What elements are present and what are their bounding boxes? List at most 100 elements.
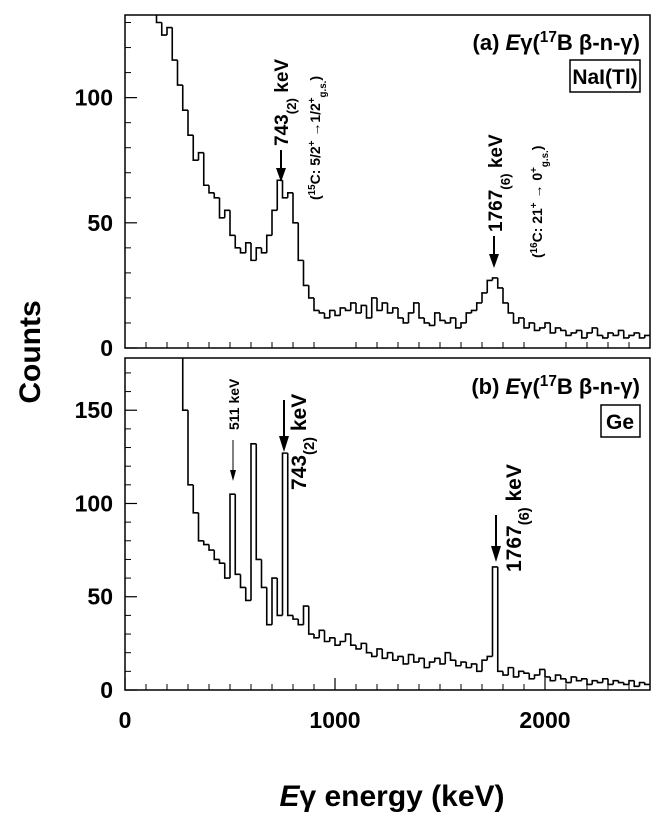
histogram-bin: [349, 302, 356, 311]
histogram-bin: [444, 320, 451, 324]
histogram-bin: [397, 655, 404, 661]
y-tick-label: 50: [87, 210, 113, 236]
histogram-bin: [617, 329, 624, 336]
histogram-bin: [486, 655, 493, 661]
histogram-bin: [418, 657, 425, 663]
peak-label-part: (2): [284, 98, 299, 114]
histogram-bin: [517, 670, 524, 677]
histogram-bin: [528, 673, 535, 680]
histogram-bin: [146, 0, 151, 2]
histogram-bin: [449, 317, 456, 323]
y-tick-label: 0: [100, 335, 113, 361]
histogram-bin: [491, 566, 498, 657]
title-part: E: [506, 374, 522, 399]
histogram-bin: [255, 443, 262, 561]
histogram-bin: [187, 110, 194, 136]
histogram-bin: [323, 630, 330, 643]
histogram-bin: [481, 292, 488, 303]
histogram-bin: [628, 679, 635, 685]
y-tick-label: 0: [100, 677, 113, 703]
transition-part: C: 21: [529, 208, 545, 242]
histogram-bin: [328, 309, 335, 318]
histogram: [146, 0, 650, 339]
histogram-bin: [192, 135, 199, 162]
histogram-bin: [407, 653, 414, 664]
title-part: E: [506, 30, 522, 55]
peak-label-part: keV: [503, 464, 526, 507]
histogram-bin: [323, 312, 330, 319]
histogram-bin: [570, 676, 577, 683]
histogram-bin: [412, 654, 419, 663]
histogram-bin: [155, 15, 162, 24]
arrow-head: [276, 168, 286, 182]
histogram-bin: [622, 682, 629, 686]
title-part: B β-n-γ): [557, 374, 640, 399]
title-part: B β-n-γ): [557, 30, 640, 55]
histogram-bin: [449, 652, 456, 661]
histogram-bin: [512, 312, 519, 324]
histogram-bin: [601, 678, 608, 683]
histogram-bin: [633, 332, 640, 336]
histogram-bin: [538, 668, 545, 676]
histogram-bin: [202, 152, 209, 187]
histogram-bin: [318, 629, 325, 638]
histogram-bin: [360, 304, 367, 313]
title-part: (a): [473, 30, 506, 55]
peak-label-part: 743: [272, 114, 293, 146]
histogram-bin: [181, 85, 188, 111]
histogram-bin: [260, 559, 267, 589]
histogram-bin: [475, 663, 482, 673]
histogram-bin: [528, 322, 535, 328]
arrow-head: [279, 436, 289, 452]
histogram-bin: [360, 642, 367, 649]
histogram-bin: [339, 640, 346, 646]
histogram-bin: [339, 307, 346, 316]
histogram-bin: [554, 327, 561, 333]
histogram-bin: [465, 312, 472, 323]
histogram-bin: [391, 307, 398, 313]
transition-part: g.s.: [540, 150, 551, 167]
histogram-bin: [523, 317, 530, 329]
transition-part: →1/2: [307, 103, 323, 141]
transition-part: (: [529, 253, 545, 258]
histogram-bin: [496, 277, 503, 289]
peak-label-part: (6): [498, 173, 513, 189]
histogram-bin: [633, 680, 640, 688]
histogram-bin: [197, 151, 204, 161]
histogram-bin: [234, 235, 241, 249]
plot-frame: [124, 14, 651, 349]
histogram-bin: [328, 636, 335, 642]
histogram-bin: [286, 453, 293, 617]
histogram-bin: [601, 335, 608, 339]
histogram-bin: [386, 302, 393, 314]
histogram-bin: [612, 679, 619, 685]
histogram-bin: [334, 637, 341, 647]
transition-part: 15: [307, 184, 318, 195]
histogram-bin: [281, 452, 288, 616]
histogram-bin: [187, 410, 194, 486]
histogram-bin: [643, 682, 650, 686]
histogram-bin: [617, 680, 624, 684]
transition-part: +: [529, 202, 540, 208]
histogram-bin: [208, 544, 215, 551]
histogram-bin: [355, 302, 362, 314]
histogram-bin: [381, 302, 388, 311]
histogram-bin: [638, 332, 645, 339]
histogram-bin: [239, 247, 246, 254]
histogram-bin: [502, 671, 509, 676]
histogram-bin: [260, 247, 267, 254]
transition-part: → 0: [529, 173, 545, 203]
histogram-bin: [533, 322, 540, 332]
histogram-bin: [218, 559, 225, 564]
histogram-bin: [575, 676, 582, 682]
histogram-bin: [265, 234, 272, 253]
histogram-bin: [412, 302, 419, 313]
histogram-bin: [512, 667, 519, 678]
peak-label: 1767(6) keV: [503, 464, 533, 572]
detector-label: NaI(Tl): [572, 66, 637, 89]
histogram-bin: [365, 643, 372, 654]
x-tick-label: 1000: [309, 707, 360, 733]
title-part: (b): [471, 374, 505, 399]
histogram-bin: [370, 652, 377, 658]
